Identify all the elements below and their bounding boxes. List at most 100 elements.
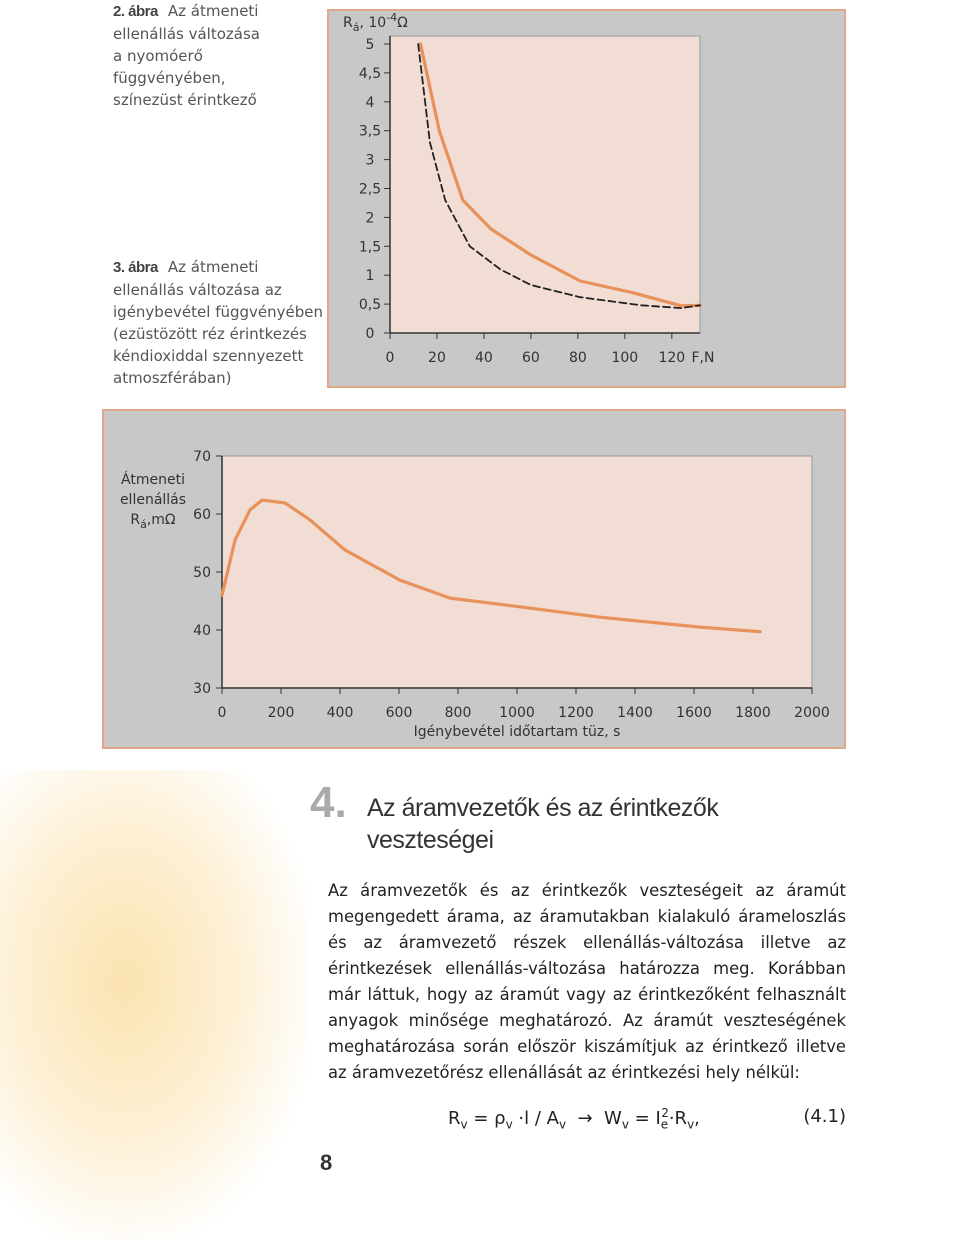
y-axis-label-line: ellenállás xyxy=(120,492,186,508)
plot-area xyxy=(221,455,813,689)
caption-line: igénybevétel függvényében xyxy=(113,301,323,323)
equation-text: = I xyxy=(628,1108,661,1129)
caption-line: kéndioxiddal szennyezett xyxy=(113,345,323,367)
equation-subscript: v xyxy=(558,1117,567,1132)
x-tick-label: 20 xyxy=(428,350,446,366)
data-line xyxy=(418,42,702,308)
x-tick-label: 0 xyxy=(386,350,395,366)
caption-text: ellenállás változása xyxy=(113,25,260,43)
caption-text: a nyomóerő xyxy=(113,47,203,65)
paragraph: Az áramvezetők és az érintkezők vesztesé… xyxy=(328,881,846,1082)
caption-line: a nyomóerő xyxy=(113,45,260,67)
y-label-unit: , 10 xyxy=(359,15,386,31)
y-label-sub: á xyxy=(140,518,147,531)
charts: 00,511,522,533,544,550 20 40 60 80 100 120 F,NR… xyxy=(102,9,846,749)
data-line xyxy=(417,43,701,309)
equation-subscript: e xyxy=(660,1117,669,1132)
caption: 2. ábra Az átmeneti ellenállás változása a … xyxy=(113,0,260,111)
y-label-symbol: R xyxy=(343,15,353,31)
equation: (4.1) Rv = ρv ·l / Av → Wv = Ie2·Rv, xyxy=(448,1106,846,1132)
caption-text: színezüst érintkező xyxy=(113,91,257,109)
y-tick-label: 30 xyxy=(193,681,211,697)
x-tick-label: 1600 xyxy=(676,705,712,721)
caption-text: ellenállás változása az xyxy=(113,281,282,299)
caption-text: kéndioxiddal szennyezett xyxy=(113,347,304,365)
caption-text: atmoszférában) xyxy=(113,369,232,387)
caption-line: atmoszférában) xyxy=(113,367,323,389)
y-axis-label: Rá,mΩ xyxy=(130,512,176,531)
caption: 3. ábra Az átmeneti ellenállás változása a… xyxy=(113,256,323,389)
y-label-unit: ,mΩ xyxy=(147,512,176,528)
x-axis-label: F,N xyxy=(692,350,715,366)
caption-line: ellenállás változása az xyxy=(113,279,323,301)
x-axis-label: Igénybevétel időtartam tüz, s xyxy=(414,724,621,740)
equation-text: = ρ xyxy=(467,1108,506,1129)
y-tick-label: 40 xyxy=(193,623,211,639)
equation-text: R xyxy=(448,1108,461,1129)
y-label-tail: Ω xyxy=(397,15,408,31)
equation-subscript: v xyxy=(505,1117,513,1132)
caption-line: 2. ábra Az átmeneti xyxy=(113,0,260,23)
y-tick-label: 2 xyxy=(366,210,375,226)
section-title: Az áramvezetők és az érintkezők vesztesé… xyxy=(367,794,719,854)
y-tick-label: 3 xyxy=(366,153,375,169)
y-tick-label: 60 xyxy=(193,507,211,523)
section-number: 4. xyxy=(310,778,347,827)
x-tick-label: 1800 xyxy=(735,705,771,721)
equation-superscript: 2 xyxy=(661,1106,669,1120)
equation-text: → W xyxy=(566,1108,622,1129)
caption-text: függvényében, xyxy=(113,69,226,87)
x-tick-label: 1400 xyxy=(617,705,653,721)
equation-text: ·R xyxy=(668,1108,688,1129)
equation-text: , xyxy=(694,1108,700,1129)
equation-text: ·l / A xyxy=(512,1108,559,1129)
x-tick-label: 80 xyxy=(569,350,587,366)
y-tick-label: 3,5 xyxy=(359,124,381,140)
y-tick-label: 2,5 xyxy=(359,182,381,198)
x-tick-label: 200 xyxy=(268,705,295,721)
y-axis-label-line: Átmeneti xyxy=(121,471,185,488)
caption-text: (ezüstözött réz érintkezés xyxy=(113,325,307,343)
y-tick-label: 4 xyxy=(366,95,375,111)
x-tick-label: 120 xyxy=(658,350,685,366)
x-tick-label: 1200 xyxy=(558,705,594,721)
y-tick-label: 70 xyxy=(193,449,211,465)
caption-line: (ezüstözött réz érintkezés xyxy=(113,323,323,345)
y-tick-label: 0 xyxy=(366,326,375,342)
y-label-sup: -4 xyxy=(386,11,397,24)
x-tick-label: 0 xyxy=(218,705,227,721)
x-tick-label: 60 xyxy=(522,350,540,366)
y-tick-label: 50 xyxy=(193,565,211,581)
y-tick-label: 1,5 xyxy=(359,239,381,255)
y-tick-label: 5 xyxy=(366,37,375,53)
y-label-sub: á xyxy=(353,21,360,34)
x-tick-label: 800 xyxy=(445,705,472,721)
y-tick-label: 0,5 xyxy=(359,297,381,313)
y-tick-label: 1 xyxy=(366,268,375,284)
caption-line: 3. ábra Az átmeneti xyxy=(113,256,323,279)
caption-label: 3. ábra xyxy=(113,259,158,276)
equation-subscript: v xyxy=(621,1117,629,1132)
x-tick-label: 40 xyxy=(475,350,493,366)
data-line xyxy=(220,498,762,634)
rope-background xyxy=(0,770,310,1240)
caption-text: igénybevétel függvényében xyxy=(113,303,324,321)
x-tick-label: 600 xyxy=(386,705,413,721)
x-tick-label: 400 xyxy=(327,705,354,721)
y-label-symbol: R xyxy=(130,512,140,528)
y-tick-label: 4,5 xyxy=(359,66,381,82)
equation-number: (4.1) xyxy=(803,1106,846,1127)
x-tick-label: 100 xyxy=(611,350,638,366)
x-tick-label: 1000 xyxy=(499,705,535,721)
page-number: 8 xyxy=(320,1150,333,1175)
caption-line: ellenállás változása xyxy=(113,23,260,45)
equation-subscript: v xyxy=(687,1117,695,1132)
caption-line: színezüst érintkező xyxy=(113,89,260,111)
caption-line: függvényében, xyxy=(113,67,260,89)
x-tick-label: 2000 xyxy=(794,705,830,721)
caption-text: Az átmeneti xyxy=(167,2,259,20)
equation-subscript: v xyxy=(460,1117,468,1132)
y-axis-label: Rá, 10-4Ω xyxy=(343,11,408,34)
caption-label: 2. ábra xyxy=(113,3,158,20)
